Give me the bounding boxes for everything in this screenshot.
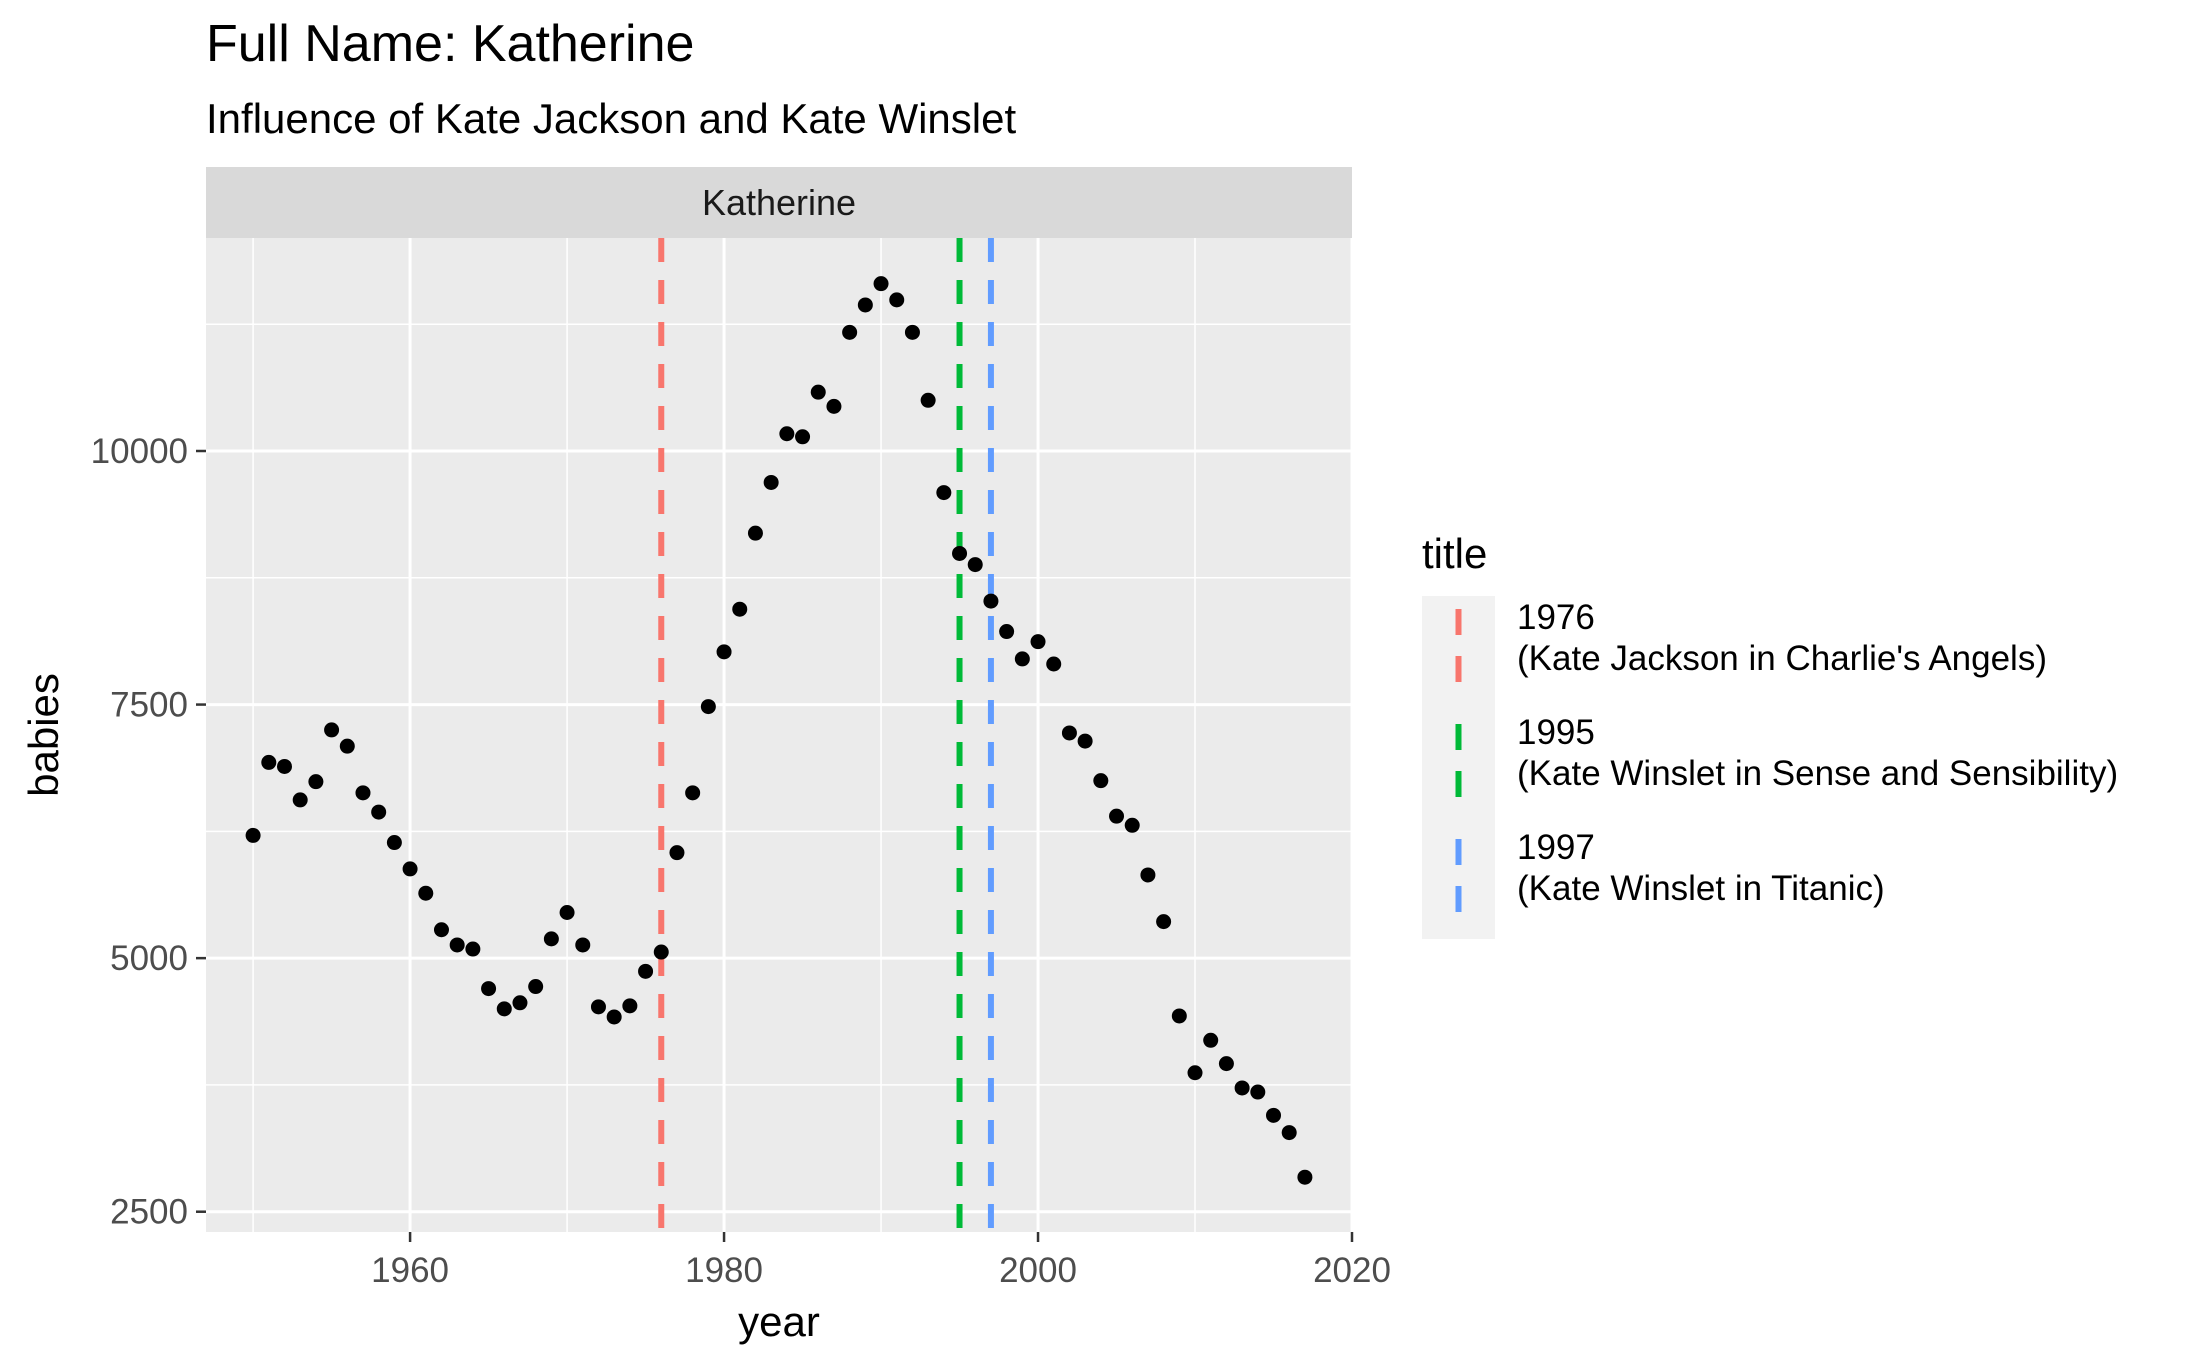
data-point-1979 xyxy=(700,699,716,715)
legend: title 1976 (Kate Jackson in Charlie's An… xyxy=(1422,530,2118,939)
data-point-2001 xyxy=(1046,656,1062,672)
data-point-1951 xyxy=(261,754,277,770)
data-point-1980 xyxy=(716,644,732,660)
data-point-1958 xyxy=(371,804,387,820)
data-point-1990 xyxy=(873,276,889,292)
data-point-2010 xyxy=(1187,1065,1203,1081)
data-point-1991 xyxy=(889,292,905,308)
data-point-1969 xyxy=(543,931,559,947)
legend-title: title xyxy=(1422,530,1487,577)
y-tick-label: 5000 xyxy=(110,939,188,978)
data-point-1975 xyxy=(638,963,654,979)
legend-label-desc: (Kate Jackson in Charlie's Angels) xyxy=(1517,639,2047,678)
data-point-1985 xyxy=(795,429,811,445)
data-point-1955 xyxy=(324,722,340,738)
data-point-2011 xyxy=(1203,1032,1219,1048)
data-point-1978 xyxy=(685,785,701,801)
legend-label-desc: (Kate Winslet in Sense and Sensibility) xyxy=(1517,754,2118,793)
y-tick-label: 10000 xyxy=(91,432,188,471)
facet-strip xyxy=(206,167,1352,238)
data-point-1968 xyxy=(528,979,544,995)
data-point-1972 xyxy=(590,999,606,1015)
data-point-2012 xyxy=(1218,1056,1234,1072)
data-point-1995 xyxy=(952,545,968,561)
x-tick-label: 1960 xyxy=(371,1251,449,1290)
data-point-1989 xyxy=(857,297,873,313)
data-point-2006 xyxy=(1124,817,1140,833)
y-tick-label: 2500 xyxy=(110,1193,188,1232)
data-point-2002 xyxy=(1061,725,1077,741)
data-point-2005 xyxy=(1109,808,1125,824)
data-point-1993 xyxy=(920,392,936,408)
data-point-1976 xyxy=(653,944,669,960)
data-point-1984 xyxy=(779,426,795,442)
data-point-1963 xyxy=(449,937,465,953)
data-point-1952 xyxy=(276,758,292,774)
data-point-1999 xyxy=(1014,651,1030,667)
data-point-1983 xyxy=(763,474,779,490)
axes: 1960 1980 2000 2020 2500 5000 7500 10000 xyxy=(91,432,1391,1290)
x-tick-label: 2000 xyxy=(999,1251,1077,1290)
data-point-1953 xyxy=(292,792,308,808)
data-point-1964 xyxy=(465,941,481,957)
data-point-1988 xyxy=(842,324,858,340)
y-axis-title: babies xyxy=(20,673,67,797)
legend-label-year: 1976 xyxy=(1517,598,1595,637)
data-point-1965 xyxy=(481,981,497,997)
data-point-1971 xyxy=(575,937,591,953)
facet-strip-label: Katherine xyxy=(702,182,856,223)
x-axis-title: year xyxy=(738,1298,820,1345)
y-tick-label: 7500 xyxy=(110,686,188,725)
data-point-2013 xyxy=(1234,1080,1250,1096)
data-point-1957 xyxy=(355,785,371,801)
data-point-2014 xyxy=(1250,1084,1266,1100)
legend-label-year: 1995 xyxy=(1517,713,1595,752)
data-point-2016 xyxy=(1281,1125,1297,1141)
data-point-1966 xyxy=(496,1001,512,1017)
data-point-1996 xyxy=(967,557,983,573)
grid-minor xyxy=(206,238,1352,1232)
x-tick-label: 1980 xyxy=(685,1251,763,1290)
x-tick-label: 2020 xyxy=(1313,1251,1391,1290)
data-point-1950 xyxy=(245,827,261,843)
data-point-1977 xyxy=(669,845,685,861)
legend-label-desc: (Kate Winslet in Titanic) xyxy=(1517,869,1885,908)
legend-key-background xyxy=(1422,596,1495,939)
data-point-1987 xyxy=(826,398,842,414)
data-point-1986 xyxy=(810,384,826,400)
data-point-2000 xyxy=(1030,634,1046,650)
data-point-1954 xyxy=(308,774,324,790)
data-point-2015 xyxy=(1266,1107,1282,1123)
data-point-1960 xyxy=(402,861,418,877)
data-point-2004 xyxy=(1093,773,1109,789)
legend-label-year: 1997 xyxy=(1517,828,1595,867)
data-point-2007 xyxy=(1140,867,1156,883)
chart-title: Full Name: Katherine xyxy=(206,15,694,73)
data-point-2009 xyxy=(1171,1008,1187,1024)
data-point-1997 xyxy=(983,593,999,609)
data-point-1998 xyxy=(999,624,1015,640)
data-point-1973 xyxy=(606,1009,622,1025)
data-point-1970 xyxy=(559,905,575,920)
plot-panel xyxy=(206,238,1352,1232)
data-point-2017 xyxy=(1297,1169,1313,1185)
data-point-2003 xyxy=(1077,733,1093,749)
data-point-1956 xyxy=(339,738,355,754)
data-point-1974 xyxy=(622,998,638,1014)
data-point-1961 xyxy=(418,885,434,901)
data-points xyxy=(245,276,1313,1185)
chart-subtitle: Influence of Kate Jackson and Kate Winsl… xyxy=(206,95,1016,142)
grid-major xyxy=(206,238,1354,1232)
data-point-1959 xyxy=(386,835,402,851)
data-point-1981 xyxy=(732,601,748,617)
data-point-1994 xyxy=(936,485,952,501)
data-point-1967 xyxy=(512,995,528,1011)
data-point-1962 xyxy=(433,922,449,938)
data-point-1992 xyxy=(904,324,920,340)
data-point-2008 xyxy=(1156,914,1172,930)
data-point-1982 xyxy=(747,525,763,541)
